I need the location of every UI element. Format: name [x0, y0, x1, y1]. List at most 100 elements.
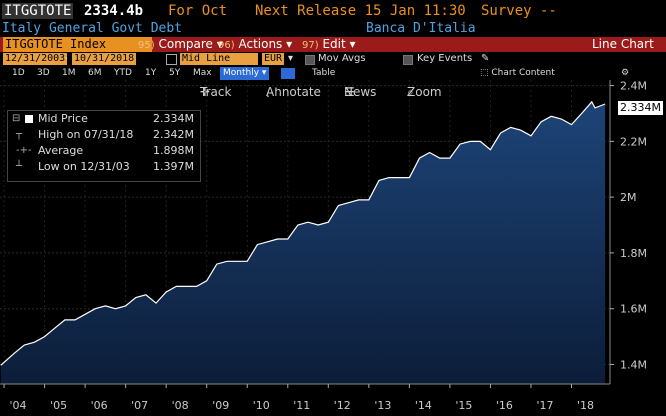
period-3d[interactable]: 3D — [37, 68, 50, 78]
collapse-icon[interactable]: ⊟ — [12, 113, 21, 124]
high-marker-icon: ┬ — [16, 129, 23, 140]
legend-avg-value: 1.898M — [153, 144, 194, 157]
x-tick-label: '04 — [10, 399, 27, 412]
currency-select[interactable]: EUR — [262, 53, 285, 65]
chart-type-label[interactable]: Line Chart — [592, 37, 654, 51]
chevron-down-icon: ▾ — [288, 53, 294, 64]
period-5y[interactable]: 5Y — [169, 68, 181, 78]
x-tick-label: '10 — [253, 399, 270, 412]
mov-avgs-checkbox[interactable] — [305, 55, 315, 65]
legend-low-label: Low on 12/31/03 — [38, 160, 130, 173]
x-tick-label: '06 — [91, 399, 108, 412]
low-marker-icon: ┴ — [16, 161, 23, 172]
chart-content-icon: ⬚ — [480, 68, 489, 78]
legend-mid-label: Mid Price — [38, 112, 88, 125]
chevron-down-icon: ▾ — [349, 37, 356, 51]
period-ytd[interactable]: YTD — [114, 68, 132, 78]
compare-menu[interactable]: 95) Compare ▾ — [138, 37, 223, 53]
news-icon: ☰ — [344, 85, 355, 99]
annotate-label: Annotate — [266, 85, 321, 99]
security-header: ITGGTOTE 2334.4b For Oct Next Release 15… — [0, 0, 666, 21]
average-marker-icon: -+- — [16, 145, 32, 156]
edit-pencil-icon[interactable]: ✎ — [481, 53, 490, 64]
edit-number: 97) — [302, 40, 319, 51]
y-tick-label: 2M — [620, 191, 637, 204]
compare-label: Compare — [158, 37, 213, 51]
period-1d[interactable]: 1D — [12, 68, 25, 78]
magnifier-icon: ⌕ — [407, 85, 414, 99]
area-fill — [0, 101, 606, 385]
legend-mid-value: 2.334M — [153, 112, 194, 125]
survey-label: Survey -- — [481, 3, 557, 19]
x-tick-label: '07 — [131, 399, 148, 412]
series-line — [0, 100, 606, 366]
period-6m[interactable]: 6M — [88, 68, 102, 78]
chevron-down-icon: ▾ — [286, 37, 293, 51]
x-axis: '04 '05 '06 '07 '08 '09 '10 '11 '12 '13 '14 '15 '16 '… — [3, 384, 594, 412]
start-date-field[interactable]: 12/31/2003 — [3, 53, 68, 65]
gear-icon[interactable]: ⚙ — [621, 68, 630, 78]
last-value-tag: 2.334M — [618, 101, 663, 115]
chart-controls: 12/31/2003 - 10/31/2018 Mid Line EUR ▾ M… — [0, 53, 666, 66]
function-bar: ITGGTOTE Index 95) Compare ▾ 96) Actions… — [0, 37, 666, 52]
chevron-down-icon: ▾ — [261, 68, 267, 78]
frequency-select[interactable]: Monthly ▾ — [220, 67, 270, 80]
chart-content-label: Chart Content — [491, 68, 555, 78]
period-selector: 1D 3D 1M 6M YTD 1Y 5Y Max Monthly ▾ Tabl… — [0, 67, 666, 80]
x-tick-label: '08 — [172, 399, 189, 412]
chart-content-button[interactable]: ⬚ Chart Content — [480, 67, 555, 80]
for-period-label: For Oct — [168, 3, 228, 19]
frequency-label: Monthly — [223, 68, 260, 78]
period-max[interactable]: Max — [193, 68, 212, 78]
date-separator: - — [64, 53, 68, 64]
legend-high-value: 2.342M — [153, 128, 194, 141]
legend-high-label: High on 07/31/18 — [38, 128, 134, 141]
x-tick-label: '09 — [212, 399, 229, 412]
security-subheader: Italy General Govt Debt Banca D'Italia — [0, 20, 666, 37]
end-date-field[interactable]: 10/31/2018 — [72, 53, 137, 65]
actions-number: 96) — [218, 40, 235, 51]
compare-number: 95) — [138, 40, 155, 51]
line-chart-icon[interactable] — [281, 68, 295, 79]
period-1y[interactable]: 1Y — [145, 68, 157, 78]
annotate-icon: ⋰ — [266, 85, 278, 99]
news-label: News — [344, 85, 377, 99]
key-events-label: Key Events — [417, 53, 473, 64]
chart-area[interactable]: 1.4M 1.6M 1.8M 2M 2.2M 2.4M '04 '05 '06 '07 '08 '0… — [0, 80, 666, 416]
y-tick-label: 1.4M — [620, 358, 647, 371]
x-tick-label: '17 — [536, 399, 553, 412]
period-1m[interactable]: 1M — [62, 68, 76, 78]
x-tick-label: '12 — [334, 399, 351, 412]
edit-menu[interactable]: 97) Edit ▾ — [302, 37, 356, 53]
chevron-down-icon: ▾ — [216, 37, 223, 51]
edit-label: Edit — [322, 37, 346, 51]
mov-avgs-label: Mov Avgs — [318, 53, 366, 64]
ticker-label[interactable]: ITGGTOTE — [2, 3, 74, 19]
legend-box[interactable]: ⊟ Mid Price 2.334M ┬ High on 07/31/18 2.… — [7, 110, 201, 182]
description-label: Italy General Govt Debt — [2, 21, 183, 36]
track-label: Track — [200, 85, 232, 99]
y-tick-label: 1.8M — [620, 247, 647, 260]
y-tick-label: 1.6M — [620, 303, 647, 316]
x-tick-label: '05 — [50, 399, 67, 412]
y-tick-label: 2.2M — [620, 135, 647, 148]
line-type-select[interactable]: Mid Line — [180, 53, 259, 65]
crosshair-icon: ✛ — [200, 85, 211, 99]
x-tick-label: '13 — [374, 399, 391, 412]
actions-menu[interactable]: 96) Actions ▾ — [218, 37, 292, 53]
zoom-label: Zoom — [407, 85, 442, 99]
source-label: Banca D'Italia — [366, 21, 476, 36]
x-tick-label: '16 — [496, 399, 513, 412]
next-release-label: Next Release 15 Jan 11:30 — [255, 3, 466, 19]
actions-label: Actions — [238, 37, 283, 51]
x-tick-label: '18 — [577, 399, 594, 412]
x-tick-label: '15 — [455, 399, 472, 412]
calendar-icon[interactable] — [166, 54, 177, 65]
table-toggle[interactable]: Table — [312, 68, 336, 78]
y-tick-label: 2.4M — [620, 80, 647, 93]
y-axis: 1.4M 1.6M 1.8M 2M 2.2M 2.4M — [610, 80, 647, 371]
x-tick-label: '11 — [293, 399, 310, 412]
key-events-checkbox[interactable] — [403, 55, 413, 65]
security-field[interactable]: ITGGTOTE Index — [3, 37, 153, 52]
legend-avg-label: Average — [38, 144, 84, 157]
